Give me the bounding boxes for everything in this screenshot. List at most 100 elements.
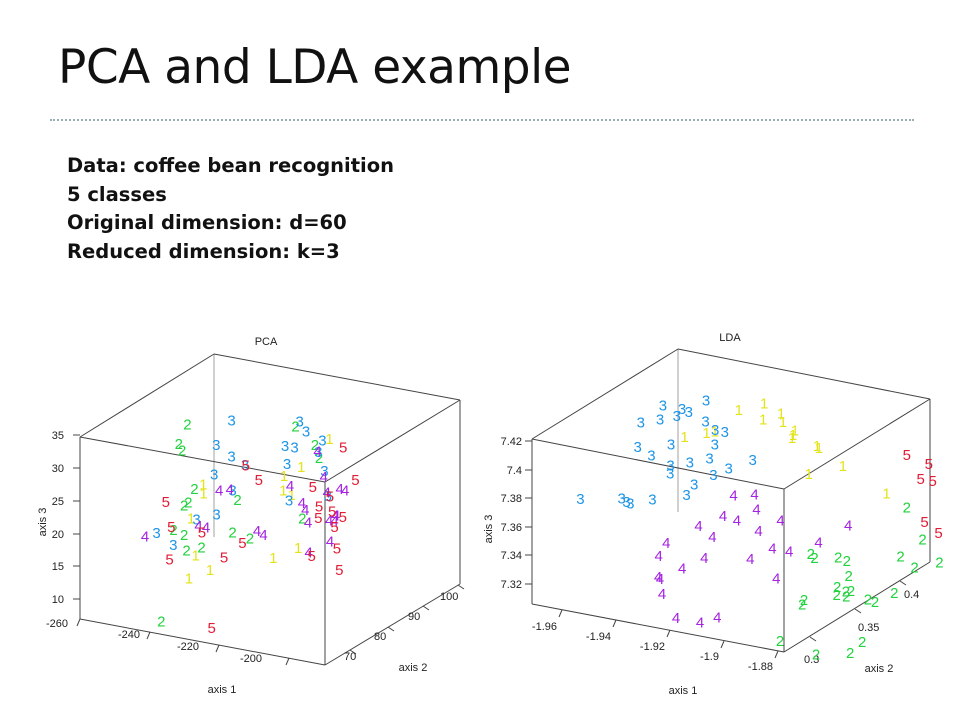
lda-point-class-5: 5 xyxy=(925,456,933,473)
lda-point-class-2: 2 xyxy=(858,634,866,651)
lda-point-class-3: 3 xyxy=(622,494,630,511)
pca-point-class-4: 4 xyxy=(313,444,321,461)
pca-point-class-1: 1 xyxy=(185,570,193,587)
lda-point-class-3: 3 xyxy=(656,412,664,429)
pca-point-class-3: 3 xyxy=(324,488,332,505)
lda-point-class-2: 2 xyxy=(845,568,853,585)
lda-point-class-2: 2 xyxy=(935,554,943,571)
pca-point-class-2: 2 xyxy=(169,522,177,539)
lda-point-class-1: 1 xyxy=(882,486,890,503)
lda-point-class-1: 1 xyxy=(759,412,767,429)
pca-z-tick: 15 xyxy=(52,561,64,573)
lda-ticks xyxy=(525,440,907,659)
pca-point-class-3: 3 xyxy=(227,449,235,466)
pca-x-tick: -220 xyxy=(177,641,199,653)
lda-y-tick: 0.35 xyxy=(858,622,879,634)
pca-point-class-4: 4 xyxy=(326,533,334,550)
pca-point-class-4: 4 xyxy=(141,529,149,546)
pca-point-class-5: 5 xyxy=(315,498,323,515)
pca-point-class-2: 2 xyxy=(311,437,319,454)
pca-point-class-4: 4 xyxy=(253,523,261,540)
pca-point-class-5: 5 xyxy=(308,548,316,565)
pca-point-class-1: 1 xyxy=(192,547,200,564)
lda-point-class-2: 2 xyxy=(833,579,841,596)
pca-z-tick: 10 xyxy=(52,594,64,606)
pca-y-axis-label: axis 2 xyxy=(399,662,428,674)
pca-point-class-4: 4 xyxy=(341,482,349,499)
pca-point-class-2: 2 xyxy=(228,524,236,541)
pca-point-class-4: 4 xyxy=(304,514,312,531)
lda-point-class-4: 4 xyxy=(754,523,762,540)
pca-point-class-2: 2 xyxy=(298,510,306,527)
lda-point-class-2: 2 xyxy=(812,646,820,663)
pca-point-class-3: 3 xyxy=(320,463,328,480)
lda-point-class-5: 5 xyxy=(917,471,925,488)
lda-x-tick: -1.92 xyxy=(640,641,665,653)
pca-point-class-5: 5 xyxy=(328,504,336,521)
lda-3d-box xyxy=(531,348,931,653)
pca-point-class-3: 3 xyxy=(152,525,160,542)
lda-point-class-1: 1 xyxy=(791,423,799,440)
lda-point-class-3: 3 xyxy=(686,455,694,472)
lda-chart-title: LDA xyxy=(719,332,741,344)
lda-point-class-5: 5 xyxy=(929,473,937,490)
pca-point-class-4: 4 xyxy=(301,502,309,519)
lda-point-class-2: 2 xyxy=(833,587,841,604)
lda-point-class-4: 4 xyxy=(814,535,822,552)
pca-point-class-2: 2 xyxy=(246,531,254,548)
lda-point-class-4: 4 xyxy=(700,550,708,567)
pca-y-tick: 70 xyxy=(344,651,356,663)
lda-z-tick: 7.32 xyxy=(501,579,522,591)
lda-point-class-4: 4 xyxy=(696,615,704,632)
lda-point-class-1: 1 xyxy=(788,430,796,447)
lda-point-class-4: 4 xyxy=(672,610,680,627)
lda-point-class-3: 3 xyxy=(685,404,693,421)
lda-point-class-2: 2 xyxy=(846,645,854,662)
pca-point-class-1: 1 xyxy=(297,459,305,476)
pca-point-class-5: 5 xyxy=(339,509,347,526)
lda-point-class-2: 2 xyxy=(807,546,815,563)
lda-point-class-2: 2 xyxy=(864,591,872,608)
lda-point-class-3: 3 xyxy=(709,467,717,484)
pca-point-class-3: 3 xyxy=(283,456,291,473)
lda-plot-svg: LDA 7.4 2 xyxy=(483,332,944,697)
lda-point-class-4: 4 xyxy=(713,610,721,627)
pca-point-class-1: 1 xyxy=(187,510,195,527)
pca-point-class-1: 1 xyxy=(199,486,207,503)
pca-point-class-5: 5 xyxy=(238,535,246,552)
lda-z-axis-label: axis 3 xyxy=(483,515,495,544)
pca-point-class-3: 3 xyxy=(212,437,220,454)
lda-point-class-2: 2 xyxy=(834,550,842,567)
pca-point-class-3: 3 xyxy=(227,413,235,430)
data-summary-list: Data: coffee bean recognition 5 classes … xyxy=(67,152,394,266)
lda-point-class-4: 4 xyxy=(729,487,737,504)
lda-point-class-4: 4 xyxy=(752,502,760,519)
lda-z-tick: 7.38 xyxy=(501,493,522,505)
lda-point-class-4: 4 xyxy=(678,561,686,578)
lda-point-class-1: 1 xyxy=(789,427,797,444)
lda-point-class-2: 2 xyxy=(910,559,918,576)
bullet-class-count: 5 classes xyxy=(67,182,167,206)
lda-x-tick: -1.88 xyxy=(748,661,773,673)
lda-point-class-2: 2 xyxy=(871,594,879,611)
lda-point-class-1: 1 xyxy=(711,424,719,441)
lda-point-class-2: 2 xyxy=(903,499,911,516)
lda-point-class-3: 3 xyxy=(690,477,698,494)
lda-scatter-plot: LDA 7.4 2 xyxy=(480,322,950,702)
pca-point-class-4: 4 xyxy=(202,519,210,536)
pca-point-class-4: 4 xyxy=(330,513,338,530)
pca-point-class-5: 5 xyxy=(326,488,334,505)
pca-point-class-2: 2 xyxy=(180,527,188,544)
lda-point-class-2: 2 xyxy=(842,584,850,601)
lda-point-class-3: 3 xyxy=(647,447,655,464)
pca-point-class-2: 2 xyxy=(180,497,188,514)
lda-point-class-2: 2 xyxy=(847,583,855,600)
lda-point-class-3: 3 xyxy=(711,437,719,454)
pca-point-class-2: 2 xyxy=(197,540,205,557)
pca-point-class-1: 1 xyxy=(294,540,302,557)
lda-z-tick: 7.4 xyxy=(507,465,522,477)
pca-point-class-5: 5 xyxy=(198,525,206,542)
pca-point-class-2: 2 xyxy=(233,492,241,509)
pca-point-class-5: 5 xyxy=(162,494,170,511)
